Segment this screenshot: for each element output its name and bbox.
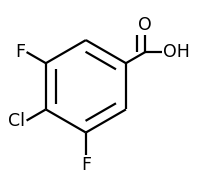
Text: OH: OH bbox=[163, 43, 190, 61]
Text: O: O bbox=[138, 15, 152, 34]
Text: F: F bbox=[81, 156, 91, 174]
Text: F: F bbox=[15, 43, 25, 61]
Text: Cl: Cl bbox=[8, 112, 25, 130]
